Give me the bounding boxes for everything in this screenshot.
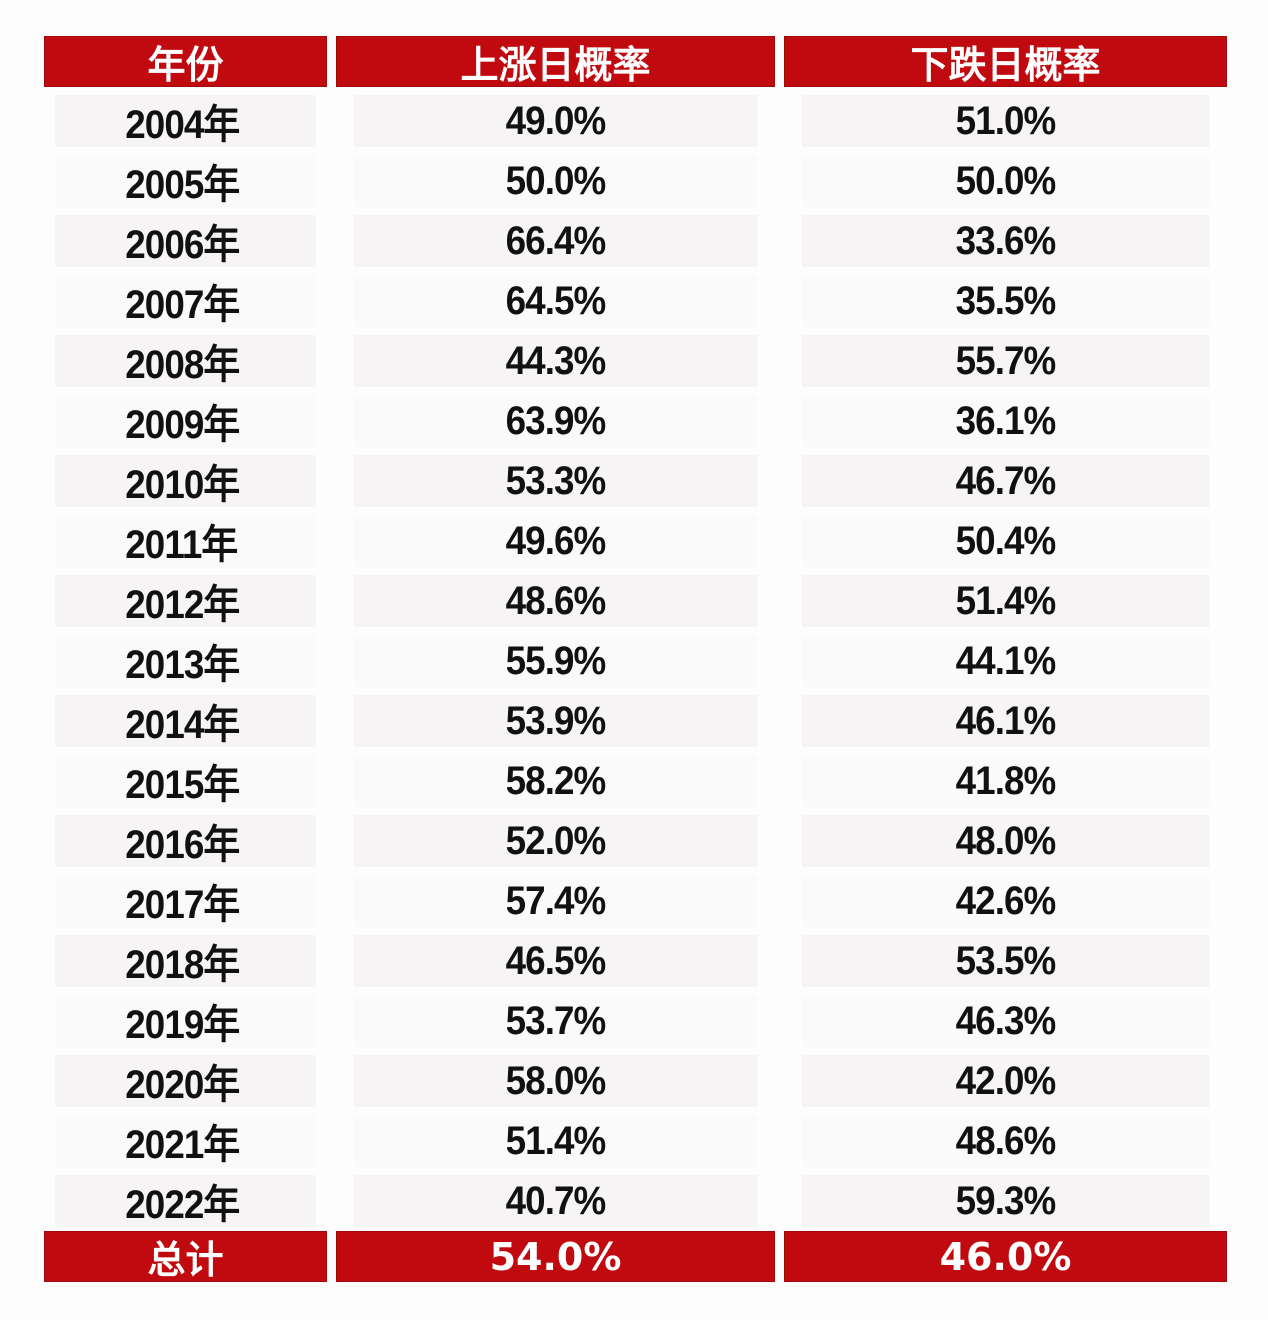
down-cell: 36.1% <box>801 395 1210 447</box>
up-cell: 49.6% <box>353 515 758 567</box>
total-up: 54.0% <box>336 1231 775 1282</box>
table-header: 年份 上涨日概率 下跌日概率 <box>44 36 1228 87</box>
table-row: 2017年 57.4% 42.6% <box>44 871 1228 931</box>
table-row: 2015年 58.2% 41.8% <box>44 751 1228 811</box>
year-cell: 2010年 <box>55 455 316 507</box>
down-cell: 46.3% <box>801 995 1210 1047</box>
up-cell: 40.7% <box>353 1175 758 1227</box>
table-row: 2010年 53.3% 46.7% <box>44 451 1228 511</box>
year-cell: 2004年 <box>55 95 316 147</box>
table-row: 2016年 52.0% 48.0% <box>44 811 1228 871</box>
table-row: 2014年 53.9% 46.1% <box>44 691 1228 751</box>
table-row: 2021年 51.4% 48.6% <box>44 1111 1228 1171</box>
down-cell: 48.0% <box>801 815 1210 867</box>
down-cell: 51.0% <box>801 95 1210 147</box>
down-cell: 42.0% <box>801 1055 1210 1107</box>
table-row: 2008年 44.3% 55.7% <box>44 331 1228 391</box>
table-row: 2012年 48.6% 51.4% <box>44 571 1228 631</box>
down-cell: 46.1% <box>801 695 1210 747</box>
down-cell: 55.7% <box>801 335 1210 387</box>
table-row: 2006年 66.4% 33.6% <box>44 211 1228 271</box>
up-cell: 50.0% <box>353 155 758 207</box>
year-cell: 2018年 <box>55 935 316 987</box>
up-cell: 51.4% <box>353 1115 758 1167</box>
up-cell: 64.5% <box>353 275 758 327</box>
probability-table: 年份 上涨日概率 下跌日概率 2004年 49.0% 51.0% 2005年 50.0%… <box>44 36 1228 1282</box>
year-cell: 2012年 <box>55 575 316 627</box>
table-row: 2011年 49.6% 50.4% <box>44 511 1228 571</box>
up-cell: 66.4% <box>353 215 758 267</box>
down-cell: 44.1% <box>801 635 1210 687</box>
table-row: 2004年 49.0% 51.0% <box>44 91 1228 151</box>
header-up-probability: 上涨日概率 <box>336 36 775 87</box>
year-cell: 2006年 <box>55 215 316 267</box>
year-cell: 2022年 <box>55 1175 316 1227</box>
year-cell: 2013年 <box>55 635 316 687</box>
down-cell: 48.6% <box>801 1115 1210 1167</box>
down-cell: 33.6% <box>801 215 1210 267</box>
year-cell: 2005年 <box>55 155 316 207</box>
table-row: 2013年 55.9% 44.1% <box>44 631 1228 691</box>
table-row: 2020年 58.0% 42.0% <box>44 1051 1228 1111</box>
up-cell: 53.7% <box>353 995 758 1047</box>
up-cell: 63.9% <box>353 395 758 447</box>
year-cell: 2019年 <box>55 995 316 1047</box>
year-cell: 2008年 <box>55 335 316 387</box>
down-cell: 41.8% <box>801 755 1210 807</box>
year-cell: 2020年 <box>55 1055 316 1107</box>
year-cell: 2009年 <box>55 395 316 447</box>
year-cell: 2016年 <box>55 815 316 867</box>
down-cell: 42.6% <box>801 875 1210 927</box>
down-cell: 35.5% <box>801 275 1210 327</box>
table-row: 2007年 64.5% 35.5% <box>44 271 1228 331</box>
down-cell: 51.4% <box>801 575 1210 627</box>
down-cell: 46.7% <box>801 455 1210 507</box>
year-cell: 2017年 <box>55 875 316 927</box>
year-cell: 2014年 <box>55 695 316 747</box>
up-cell: 44.3% <box>353 335 758 387</box>
table-row: 2018年 46.5% 53.5% <box>44 931 1228 991</box>
up-cell: 53.9% <box>353 695 758 747</box>
up-cell: 49.0% <box>353 95 758 147</box>
up-cell: 58.0% <box>353 1055 758 1107</box>
up-cell: 53.3% <box>353 455 758 507</box>
up-cell: 55.9% <box>353 635 758 687</box>
down-cell: 50.0% <box>801 155 1210 207</box>
up-cell: 58.2% <box>353 755 758 807</box>
up-cell: 46.5% <box>353 935 758 987</box>
table-row: 2005年 50.0% 50.0% <box>44 151 1228 211</box>
table-row: 2022年 40.7% 59.3% <box>44 1171 1228 1231</box>
header-down-probability: 下跌日概率 <box>784 36 1227 87</box>
total-down: 46.0% <box>784 1231 1227 1282</box>
year-cell: 2021年 <box>55 1115 316 1167</box>
year-cell: 2015年 <box>55 755 316 807</box>
header-year: 年份 <box>44 36 327 87</box>
table-body: 2004年 49.0% 51.0% 2005年 50.0% 50.0% 2006年 66.4%… <box>44 91 1228 1231</box>
up-cell: 57.4% <box>353 875 758 927</box>
total-label: 总计 <box>44 1231 327 1282</box>
up-cell: 52.0% <box>353 815 758 867</box>
year-cell: 2011年 <box>55 515 316 567</box>
up-cell: 48.6% <box>353 575 758 627</box>
down-cell: 59.3% <box>801 1175 1210 1227</box>
total-row: 总计 54.0% 46.0% <box>44 1231 1228 1282</box>
table-row: 2009年 63.9% 36.1% <box>44 391 1228 451</box>
down-cell: 50.4% <box>801 515 1210 567</box>
table-row: 2019年 53.7% 46.3% <box>44 991 1228 1051</box>
down-cell: 53.5% <box>801 935 1210 987</box>
year-cell: 2007年 <box>55 275 316 327</box>
